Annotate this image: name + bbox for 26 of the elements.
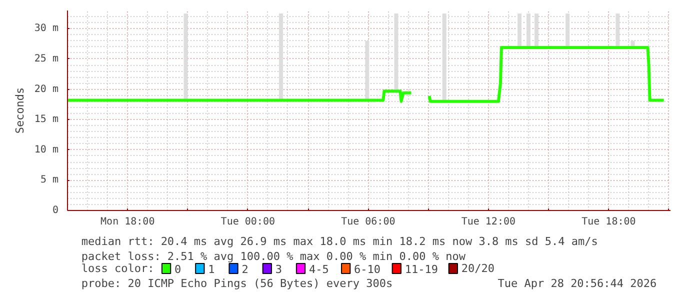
text: probe: 20 ICMP Echo Pings (56 Bytes) every 300s <box>81 277 393 290</box>
y-tick-label: 5 m <box>40 174 58 186</box>
x-tick-label: Mon 18:00 <box>100 216 155 228</box>
y-axis-title: Seconds <box>13 87 26 134</box>
y-tick-label: 30 m <box>34 23 59 34</box>
y-tick-label: 10 m <box>34 144 59 156</box>
y-tick-label: 25 m <box>34 53 59 64</box>
legend-label: 20/20 <box>461 262 495 275</box>
legend-label: 4-5 <box>308 263 329 276</box>
y-tick-label: 0 <box>52 205 59 216</box>
text: packet loss: 2.51 % avg 100.00 % max 0.00 % min 0.00 % now <box>81 250 466 263</box>
legend-label: 1 <box>208 263 215 276</box>
legend-label: 3 <box>275 263 282 276</box>
legend-label: 6-10 <box>354 263 381 276</box>
legend-label: 2 <box>242 263 248 276</box>
text: Tue Apr 28 20:56:44 2026 <box>498 277 657 290</box>
y-tick-label: 20 m <box>34 84 59 95</box>
x-tick-label: Tue 18:00 <box>582 216 636 228</box>
text: median rtt: 20.4 ms avg 26.9 ms max 18.0 ms min 18.2 ms now 3.8 ms sd 5.4 am/s <box>81 235 598 248</box>
legend-label: 11-19 <box>404 263 438 276</box>
legend-title: loss color: <box>81 262 154 275</box>
legend-label: 0 <box>174 263 182 276</box>
y-tick-label: 15 m <box>34 114 59 126</box>
x-tick-label: Tue 00:00 <box>220 216 275 228</box>
x-tick-label: Tue 12:00 <box>461 216 516 228</box>
x-tick-label: Tue 06:00 <box>341 216 396 228</box>
